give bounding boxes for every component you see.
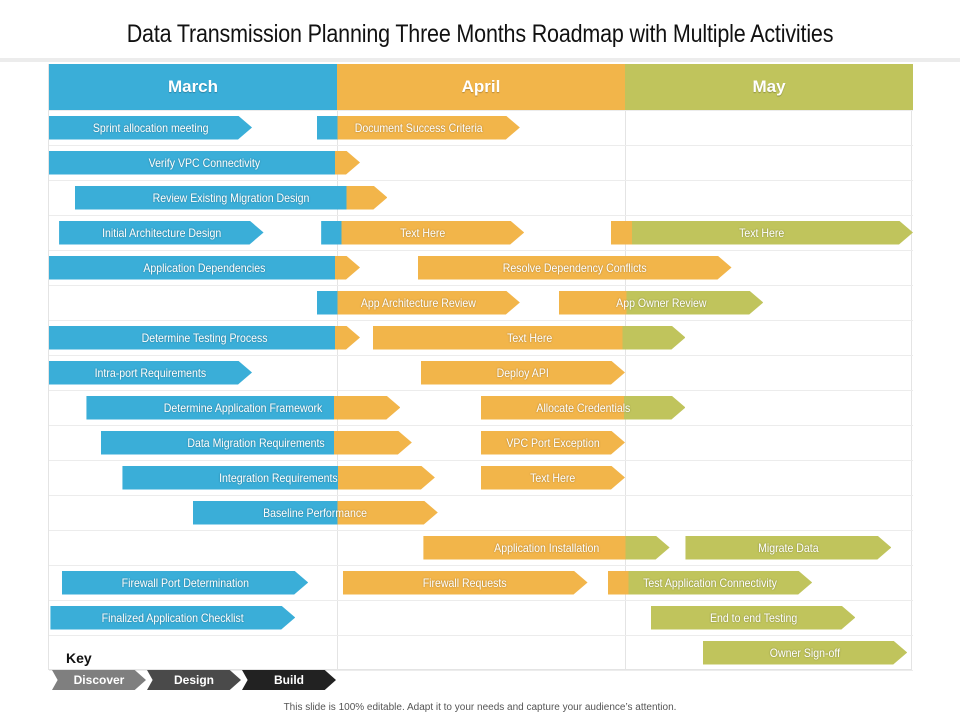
row-divider [49, 425, 913, 426]
activity-bar: App Owner Review [558, 290, 764, 315]
activity-bar: Test Application Connectivity [607, 570, 813, 595]
activity-label: App Architecture Review [360, 295, 476, 310]
activity-label: Owner Sign-off [769, 645, 841, 660]
activity-label: Text Here [400, 225, 446, 240]
month-header-may: May [625, 64, 913, 110]
activity-bar: Text Here [481, 465, 625, 490]
activity-label: VPC Port Exception [506, 435, 600, 450]
row-divider [49, 250, 913, 251]
activity-label: Allocate Credentials [536, 400, 631, 415]
activity-bar: Verify VPC Connectivity [49, 150, 361, 175]
activity-bar: Text Here [373, 325, 686, 350]
activity-label: Migrate Data [758, 540, 819, 555]
key-title: Key [66, 650, 92, 666]
activity-bar: Determine Testing Process [49, 325, 361, 350]
activity-bar: Firewall Port Determination [61, 570, 309, 595]
page-title: Data Transmission Planning Three Months … [126, 20, 834, 48]
activity-label: Text Here [530, 470, 576, 485]
activity-bar: Resolve Dependency Conflicts [417, 255, 732, 280]
title-divider [0, 58, 960, 62]
activity-bar: Firewall Requests [342, 570, 588, 595]
roadmap-grid: March April May Sprint allocation meetin… [48, 64, 913, 671]
activity-label: Deploy API [496, 365, 549, 380]
row-divider [49, 110, 913, 111]
row-divider [49, 460, 913, 461]
activity-bar: Integration Requirements [122, 465, 435, 490]
row-divider [49, 390, 913, 391]
activity-label: Determine Application Framework [164, 400, 323, 415]
row-divider [49, 355, 913, 356]
activity-bar: Allocate Credentials [481, 395, 686, 420]
activity-bar: Data Migration Requirements [100, 430, 412, 455]
row-divider [49, 635, 913, 636]
activity-bar: Deploy API [420, 360, 625, 385]
activity-bar: Finalized Application Checklist [50, 605, 296, 630]
row-divider [49, 285, 913, 286]
activity-label: Resolve Dependency Conflicts [502, 260, 647, 275]
activity-label: Integration Requirements [219, 470, 338, 485]
row-divider [49, 670, 913, 671]
activity-bar: Sprint allocation meeting [49, 115, 253, 140]
activity-bar: Text Here [610, 220, 913, 245]
activity-bar: Migrate Data [685, 535, 892, 560]
activity-label: Application Installation [493, 540, 600, 555]
activity-bar: App Architecture Review [316, 290, 520, 315]
footer-note: This slide is 100% editable. Adapt it to… [283, 702, 677, 713]
activity-label: Firewall Requests [423, 575, 508, 590]
activity-bar: Intra-port Requirements [49, 360, 253, 385]
activity-bar: VPC Port Exception [481, 430, 625, 455]
key-discover: Discover [52, 670, 146, 690]
row-divider [49, 215, 913, 216]
activity-label: Sprint allocation meeting [92, 120, 209, 135]
activity-label: App Owner Review [615, 295, 707, 310]
month-header-march: March [49, 64, 337, 110]
activity-bar: Baseline Performance [193, 500, 438, 525]
row-divider [49, 320, 913, 321]
activity-label: Text Here [506, 330, 552, 345]
activity-label: Application Dependencies [143, 260, 266, 275]
activity-label: Data Migration Requirements [187, 435, 326, 450]
activity-label: Intra-port Requirements [94, 365, 207, 380]
activity-bar: Text Here [321, 220, 525, 245]
month-header-april: April [337, 64, 625, 110]
key-design: Design [147, 670, 241, 690]
activity-bar: Initial Architecture Design [59, 220, 264, 245]
activity-bar: Document Success Criteria [316, 115, 520, 140]
activity-label: Initial Architecture Design [101, 225, 221, 240]
activity-bar: Owner Sign-off [702, 640, 908, 665]
row-divider [49, 565, 913, 566]
activity-bar: Review Existing Migration Design [74, 185, 388, 210]
activity-bar: Application Installation [423, 535, 670, 560]
activity-label: Determine Testing Process [141, 330, 268, 345]
activity-label: Review Existing Migration Design [152, 190, 310, 205]
activity-label: Test Application Connectivity [643, 575, 777, 590]
activity-label: Document Success Criteria [354, 120, 483, 135]
row-divider [49, 180, 913, 181]
activity-label: Finalized Application Checklist [101, 610, 244, 625]
row-divider [49, 495, 913, 496]
activity-bar: Determine Application Framework [86, 395, 401, 420]
activity-label: Text Here [739, 225, 785, 240]
activity-bar: Application Dependencies [49, 255, 361, 280]
activity-label: Firewall Port Determination [121, 575, 249, 590]
activity-bar: End to end Testing [650, 605, 856, 630]
activity-label: End to end Testing [709, 610, 797, 625]
key-build: Build [242, 670, 336, 690]
activity-label: Verify VPC Connectivity [148, 155, 261, 170]
activity-label: Baseline Performance [263, 505, 368, 520]
row-divider [49, 530, 913, 531]
row-divider [49, 145, 913, 146]
row-divider [49, 600, 913, 601]
